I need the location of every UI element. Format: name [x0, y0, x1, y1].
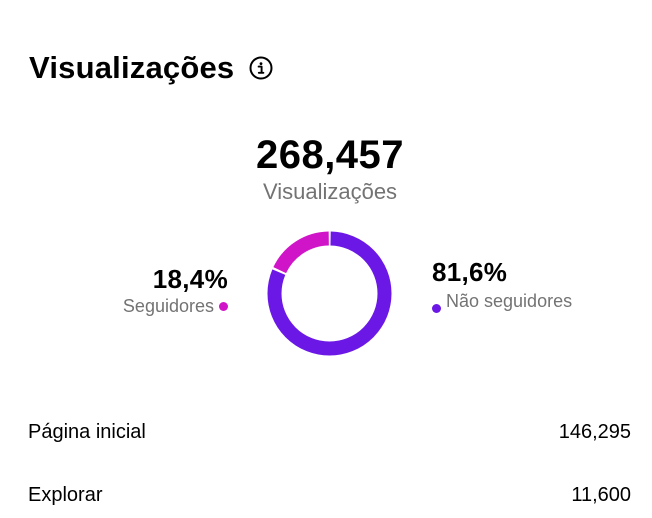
- followers-label: Seguidores: [122, 296, 214, 316]
- non-followers-percent: 81,6%: [432, 257, 508, 287]
- views-header: Visualizações: [29, 48, 273, 88]
- followers-stat: 18,4% Seguidores: [123, 263, 228, 317]
- non-followers-label: Não seguidores: [446, 291, 573, 311]
- followers-legend-dot: [219, 301, 228, 311]
- total-views-label: Visualizações: [262, 179, 398, 204]
- followers-percent: 18,4%: [152, 264, 228, 294]
- views-donut-chart: [267, 231, 392, 356]
- source-value: 146,295: [558, 421, 631, 443]
- page-title: Visualizações: [29, 50, 235, 85]
- source-label: Página inicial: [28, 421, 146, 443]
- list-item: Explorar 11,600: [28, 482, 631, 508]
- non-followers-legend-dot: [432, 304, 441, 313]
- source-label: Explorar: [28, 484, 103, 506]
- source-value: 11,600: [571, 484, 631, 506]
- info-circle-icon[interactable]: [249, 56, 273, 80]
- non-followers-stat: 81,6% Não seguidores: [432, 256, 576, 313]
- non-followers-segment: [267, 231, 392, 356]
- list-item: Página inicial 146,295: [28, 419, 631, 445]
- total-views-value: 268,457: [255, 133, 405, 177]
